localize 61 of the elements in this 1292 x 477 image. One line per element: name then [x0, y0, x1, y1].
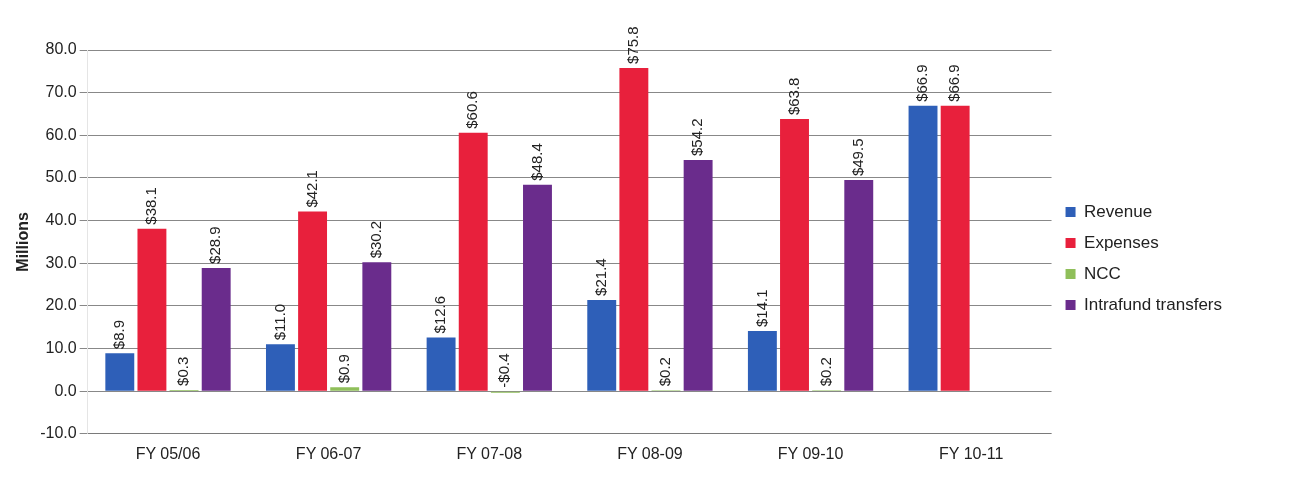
data-label: -$0.4	[495, 353, 513, 388]
bar	[330, 387, 360, 391]
data-label: $0.2	[656, 357, 674, 387]
data-label: $60.6	[463, 91, 481, 129]
data-label: $75.8	[624, 26, 641, 64]
bar	[940, 105, 970, 391]
data-label: $0.3	[174, 356, 192, 386]
data-label: $8.9	[109, 320, 127, 350]
legend-label: Intrafund transfers	[1084, 294, 1223, 314]
data-label: $28.9	[206, 226, 224, 264]
x-tick-label: FY 06-07	[295, 444, 362, 462]
bar	[780, 119, 809, 391]
x-tick-label: FY 09-10	[777, 444, 844, 462]
y-tick-label: 50.0	[45, 168, 77, 186]
bar	[683, 160, 713, 391]
x-tick-label: FY 07-08	[456, 444, 523, 462]
data-label: $21.4	[591, 258, 609, 296]
data-label: $11.0	[270, 303, 288, 341]
bar	[137, 228, 167, 391]
y-tick-label: 60.0	[45, 125, 77, 143]
x-tick-label: FY 08-09	[617, 444, 683, 462]
y-tick-label: 10.0	[45, 338, 77, 356]
data-label: $42.1	[302, 170, 320, 208]
bar	[908, 105, 938, 391]
data-label: $66.9	[913, 64, 931, 102]
y-tick-label: 70.0	[45, 83, 77, 101]
bar	[458, 132, 488, 391]
data-label: $48.4	[527, 143, 545, 181]
bar	[265, 344, 295, 391]
data-label: $0.9	[334, 354, 352, 384]
y-tick-label: 80.0	[45, 40, 77, 58]
data-label: $54.2	[688, 118, 706, 157]
bar	[362, 262, 392, 391]
legend-label: NCC	[1084, 263, 1121, 283]
bar	[523, 184, 552, 391]
legend-label: Expenses	[1084, 232, 1159, 252]
data-label: $49.5	[848, 138, 866, 177]
bar	[619, 67, 649, 391]
legend-label: Revenue	[1084, 201, 1153, 221]
data-label: $12.6	[431, 295, 449, 334]
bar	[298, 211, 328, 391]
bar	[105, 353, 135, 391]
data-label: $0.2	[816, 357, 834, 387]
bar	[844, 180, 874, 391]
data-label: $30.2	[366, 220, 384, 259]
y-axis-title: Millions	[14, 212, 32, 272]
y-tick-label: 0.0	[54, 381, 77, 399]
y-tick-label: 30.0	[45, 253, 77, 271]
y-tick-label: -10.0	[40, 424, 77, 442]
data-label: $14.1	[752, 289, 770, 328]
y-tick-label: 20.0	[45, 296, 77, 314]
y-tick-label: 40.0	[45, 210, 77, 228]
bar	[587, 299, 617, 391]
x-tick-label: FY 10-11	[939, 444, 1004, 462]
data-label: $66.9	[945, 64, 963, 102]
x-tick-label: FY 05/06	[135, 444, 201, 462]
bar	[201, 267, 231, 391]
bar	[426, 337, 456, 391]
data-label: $38.1	[142, 187, 160, 225]
data-label: $63.8	[784, 77, 802, 116]
bar	[747, 331, 777, 391]
